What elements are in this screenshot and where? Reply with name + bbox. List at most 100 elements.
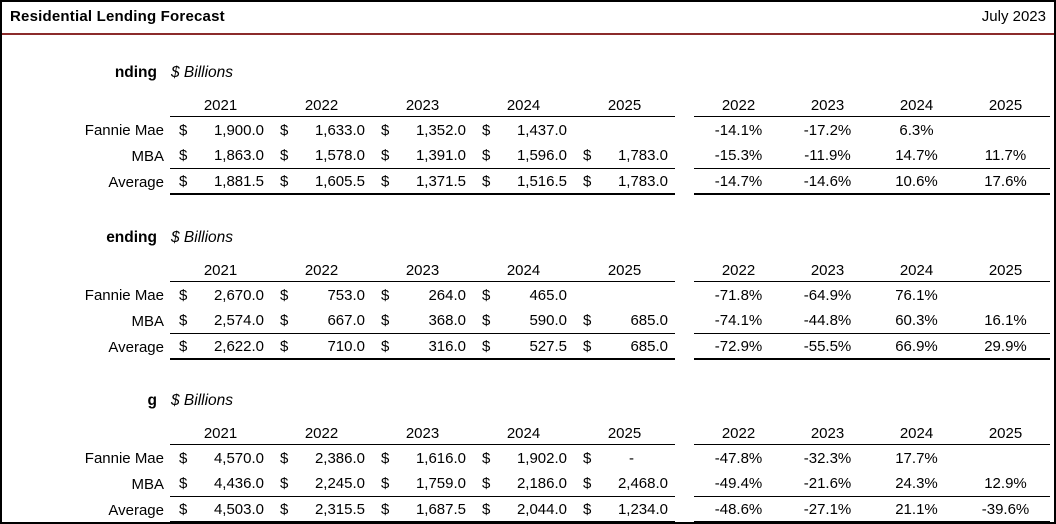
currency-symbol: $: [482, 147, 491, 164]
dollar-year-header: 2024: [473, 94, 574, 117]
currency-symbol: $: [280, 500, 289, 518]
pct-cell: -32.3%: [803, 449, 852, 467]
pct-cell: 76.1%: [895, 286, 938, 304]
currency-symbol: $: [179, 286, 188, 304]
currency-symbol: $: [280, 475, 289, 492]
pct-cell: 12.9%: [961, 471, 1050, 497]
column-gap: [675, 334, 694, 360]
column-gap: [675, 422, 694, 445]
dollar-value: 4,436.0: [213, 475, 264, 492]
report-title: Residential Lending Forecast: [10, 8, 225, 25]
pct-cell: -64.9%: [803, 286, 852, 304]
section-unit-label: $ Billions: [171, 64, 234, 81]
pct-year-header: 2023: [783, 94, 872, 117]
dollar-cell: $368.0: [372, 308, 473, 334]
dollar-cell: $1,605.5: [271, 169, 372, 195]
dollar-cell: $527.5: [473, 334, 574, 360]
pct-cell: 60.3%: [872, 308, 961, 334]
row-label: Fannie Mae: [84, 121, 164, 139]
dollar-value: 2,622.0: [213, 337, 264, 355]
row-label: MBA: [131, 147, 164, 165]
table-row: Average $2,622.0 $710.0 $316.0 $527.5 $685.0-…: [2, 334, 1054, 360]
dollar-cell: $685.0: [574, 308, 675, 334]
currency-symbol: $: [381, 449, 390, 467]
dollar-value: 2,044.0: [516, 500, 567, 518]
dollar-value: 667.0: [327, 312, 365, 329]
report-header: Residential Lending Forecast July 2023: [2, 2, 1054, 35]
dollar-value: 1,902.0: [516, 449, 567, 467]
dollar-cell: $ -: [574, 445, 675, 471]
pct-cell: 17.7%: [895, 449, 938, 467]
dollar-year-header: 2025: [574, 422, 675, 445]
pct-cell: 10.6%: [872, 169, 961, 195]
pct-year-header: 2022: [694, 94, 783, 117]
dollar-year-header: 2022: [271, 259, 372, 282]
currency-symbol: $: [482, 172, 491, 190]
dollar-value: 1,900.0: [213, 121, 264, 139]
pct-cell: -14.7%: [694, 169, 783, 195]
pct-cell: -39.6%: [961, 497, 1050, 522]
currency-symbol: $: [179, 500, 188, 518]
currency-symbol: $: [280, 121, 289, 139]
dollar-cell: [574, 282, 675, 308]
dollar-cell: [574, 117, 675, 143]
dollar-cell: $1,863.0: [170, 143, 271, 169]
dollar-value: 2,245.0: [314, 475, 365, 492]
dollar-value: -: [629, 449, 634, 467]
row-label: MBA: [131, 475, 164, 493]
dollar-value: 1,759.0: [415, 475, 466, 492]
dollar-year-header: 2025: [574, 259, 675, 282]
pct-cell: 11.7%: [961, 143, 1050, 169]
column-gap: [675, 143, 694, 169]
currency-symbol: $: [179, 449, 188, 467]
dollar-cell: $2,574.0: [170, 308, 271, 334]
currency-symbol: $: [280, 312, 289, 329]
dollar-value: 2,670.0: [213, 286, 264, 304]
pct-cell: 17.6%: [961, 169, 1050, 195]
dollar-cell: $1,352.0: [372, 117, 473, 143]
column-gap: [675, 169, 694, 195]
row-label: Fannie Mae: [84, 449, 164, 467]
dollar-cell: $1,578.0: [271, 143, 372, 169]
dollar-year-header: 2024: [473, 259, 574, 282]
column-gap: [675, 497, 694, 522]
pct-cell: -49.4%: [694, 471, 783, 497]
currency-symbol: $: [583, 500, 592, 518]
pct-year-header: 2025: [961, 422, 1050, 445]
pct-cell: -44.8%: [783, 308, 872, 334]
dollar-cell: $2,044.0: [473, 497, 574, 522]
pct-year-header: 2023: [783, 422, 872, 445]
dollar-value: 1,616.0: [415, 449, 466, 467]
dollar-cell: $685.0: [574, 334, 675, 360]
dollar-cell: $2,315.5: [271, 497, 372, 522]
dollar-cell: $2,670.0: [170, 282, 271, 308]
dollar-value: 1,234.0: [617, 500, 668, 518]
section-unit-label: $ Billions: [171, 229, 234, 246]
table-row: Average $1,881.5 $1,605.5 $1,371.5 $1,516.5 $…: [2, 169, 1054, 195]
pct-cell: -17.2%: [803, 121, 852, 139]
table-row: Average $4,503.0 $2,315.5 $1,687.5 $2,044.0 $…: [2, 497, 1054, 522]
pct-year-header: 2024: [872, 422, 961, 445]
pct-cell: -72.9%: [694, 334, 783, 360]
dollar-value: 753.0: [327, 286, 365, 304]
dollar-cell: $1,759.0: [372, 471, 473, 497]
pct-cell: 29.9%: [961, 334, 1050, 360]
section-unit-label: $ Billions: [171, 392, 234, 409]
dollar-value: 527.5: [529, 337, 567, 355]
dollar-year-header: 2023: [372, 94, 473, 117]
dollar-year-header: 2023: [372, 422, 473, 445]
dollar-year-header: 2021: [170, 422, 271, 445]
pct-cell: 66.9%: [872, 334, 961, 360]
pct-cell: -15.3%: [694, 143, 783, 169]
dollar-value: 465.0: [529, 286, 567, 304]
pct-cell: [961, 117, 1050, 143]
table-row: Fannie Mae $2,670.0 $753.0 $264.0 $465.0 -71.…: [2, 282, 1054, 308]
row-label: Fannie Mae: [84, 286, 164, 304]
dollar-value: 264.0: [428, 286, 466, 304]
dollar-value: 1,391.0: [415, 147, 466, 164]
pct-cell: -55.5%: [783, 334, 872, 360]
dollar-value: 2,386.0: [314, 449, 365, 467]
dollar-value: 2,186.0: [516, 475, 567, 492]
section-title-fragment: nding: [114, 64, 157, 81]
